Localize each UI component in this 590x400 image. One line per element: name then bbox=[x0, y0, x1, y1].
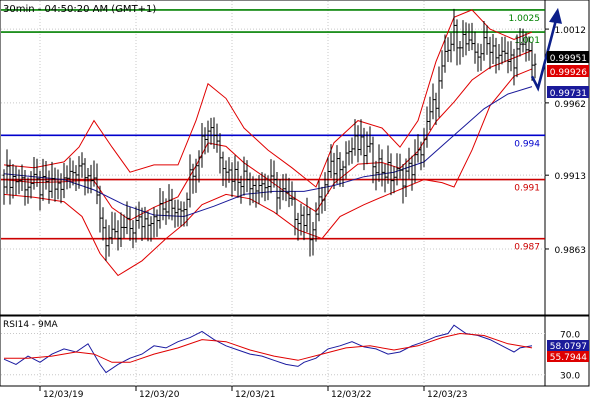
price-tick-label: 1.0012 bbox=[555, 26, 587, 36]
value-tag-label: 0.99951 bbox=[550, 54, 587, 64]
value-tag-label: 0.99926 bbox=[550, 68, 587, 78]
date-label: 12/03/22 bbox=[331, 390, 371, 400]
rsi-ma-line bbox=[4, 332, 533, 363]
value-tag bbox=[547, 51, 589, 63]
price-bars bbox=[2, 8, 537, 262]
bollinger-lower-line bbox=[3, 68, 533, 277]
price-axis-frame bbox=[544, 0, 590, 316]
rsi-tick-label: 70.0 bbox=[560, 330, 580, 340]
level-label: 0.991 bbox=[514, 184, 540, 194]
price-tick-label: 0.9962 bbox=[555, 100, 587, 110]
level-label: 0.987 bbox=[514, 243, 540, 253]
up-arrow-icon bbox=[549, 7, 562, 24]
rsi-line bbox=[3, 324, 533, 374]
axis-labels: 12/03/19 12/03/20 12/03/21 12/03/22 12/03/23… bbox=[43, 26, 589, 400]
date-label: 12/03/21 bbox=[235, 390, 275, 400]
moving-average-line bbox=[3, 86, 533, 218]
date-label: 12/03/23 bbox=[427, 390, 467, 400]
price-tick-label: 0.9913 bbox=[555, 172, 587, 182]
rsi-value-tag bbox=[547, 340, 589, 351]
chart-title: 30min - 04:50:20 AM (GMT+1) bbox=[3, 4, 156, 15]
bollinger-upper-line bbox=[3, 9, 533, 188]
date-label: 12/03/20 bbox=[139, 390, 180, 400]
forecast-arrow-line bbox=[530, 19, 558, 92]
rsi-title: RSI14 - 9MA bbox=[3, 320, 59, 330]
rsi-lines bbox=[3, 324, 533, 374]
rsi-value-tag bbox=[547, 351, 589, 362]
value-tag bbox=[547, 65, 589, 77]
level-label: 1.001 bbox=[514, 36, 540, 46]
value-tag-label: 0.99731 bbox=[550, 89, 587, 99]
date-label: 12/03/19 bbox=[43, 390, 84, 400]
forecast-arrow bbox=[530, 7, 562, 92]
level-label: 1.0025 bbox=[509, 14, 541, 24]
rsi-panel-frame bbox=[0, 315, 546, 387]
price-tick-label: 0.9863 bbox=[555, 246, 587, 256]
value-tag bbox=[547, 86, 589, 98]
rsi-value-tag-label: 55.7944 bbox=[550, 353, 587, 363]
level-label: 0.994 bbox=[514, 139, 540, 149]
price-panel-frame bbox=[0, 0, 546, 316]
moving-average bbox=[3, 86, 533, 218]
rsi-value-tag-label: 58.0797 bbox=[550, 342, 587, 352]
rsi-tick-label: 30.0 bbox=[560, 372, 580, 382]
